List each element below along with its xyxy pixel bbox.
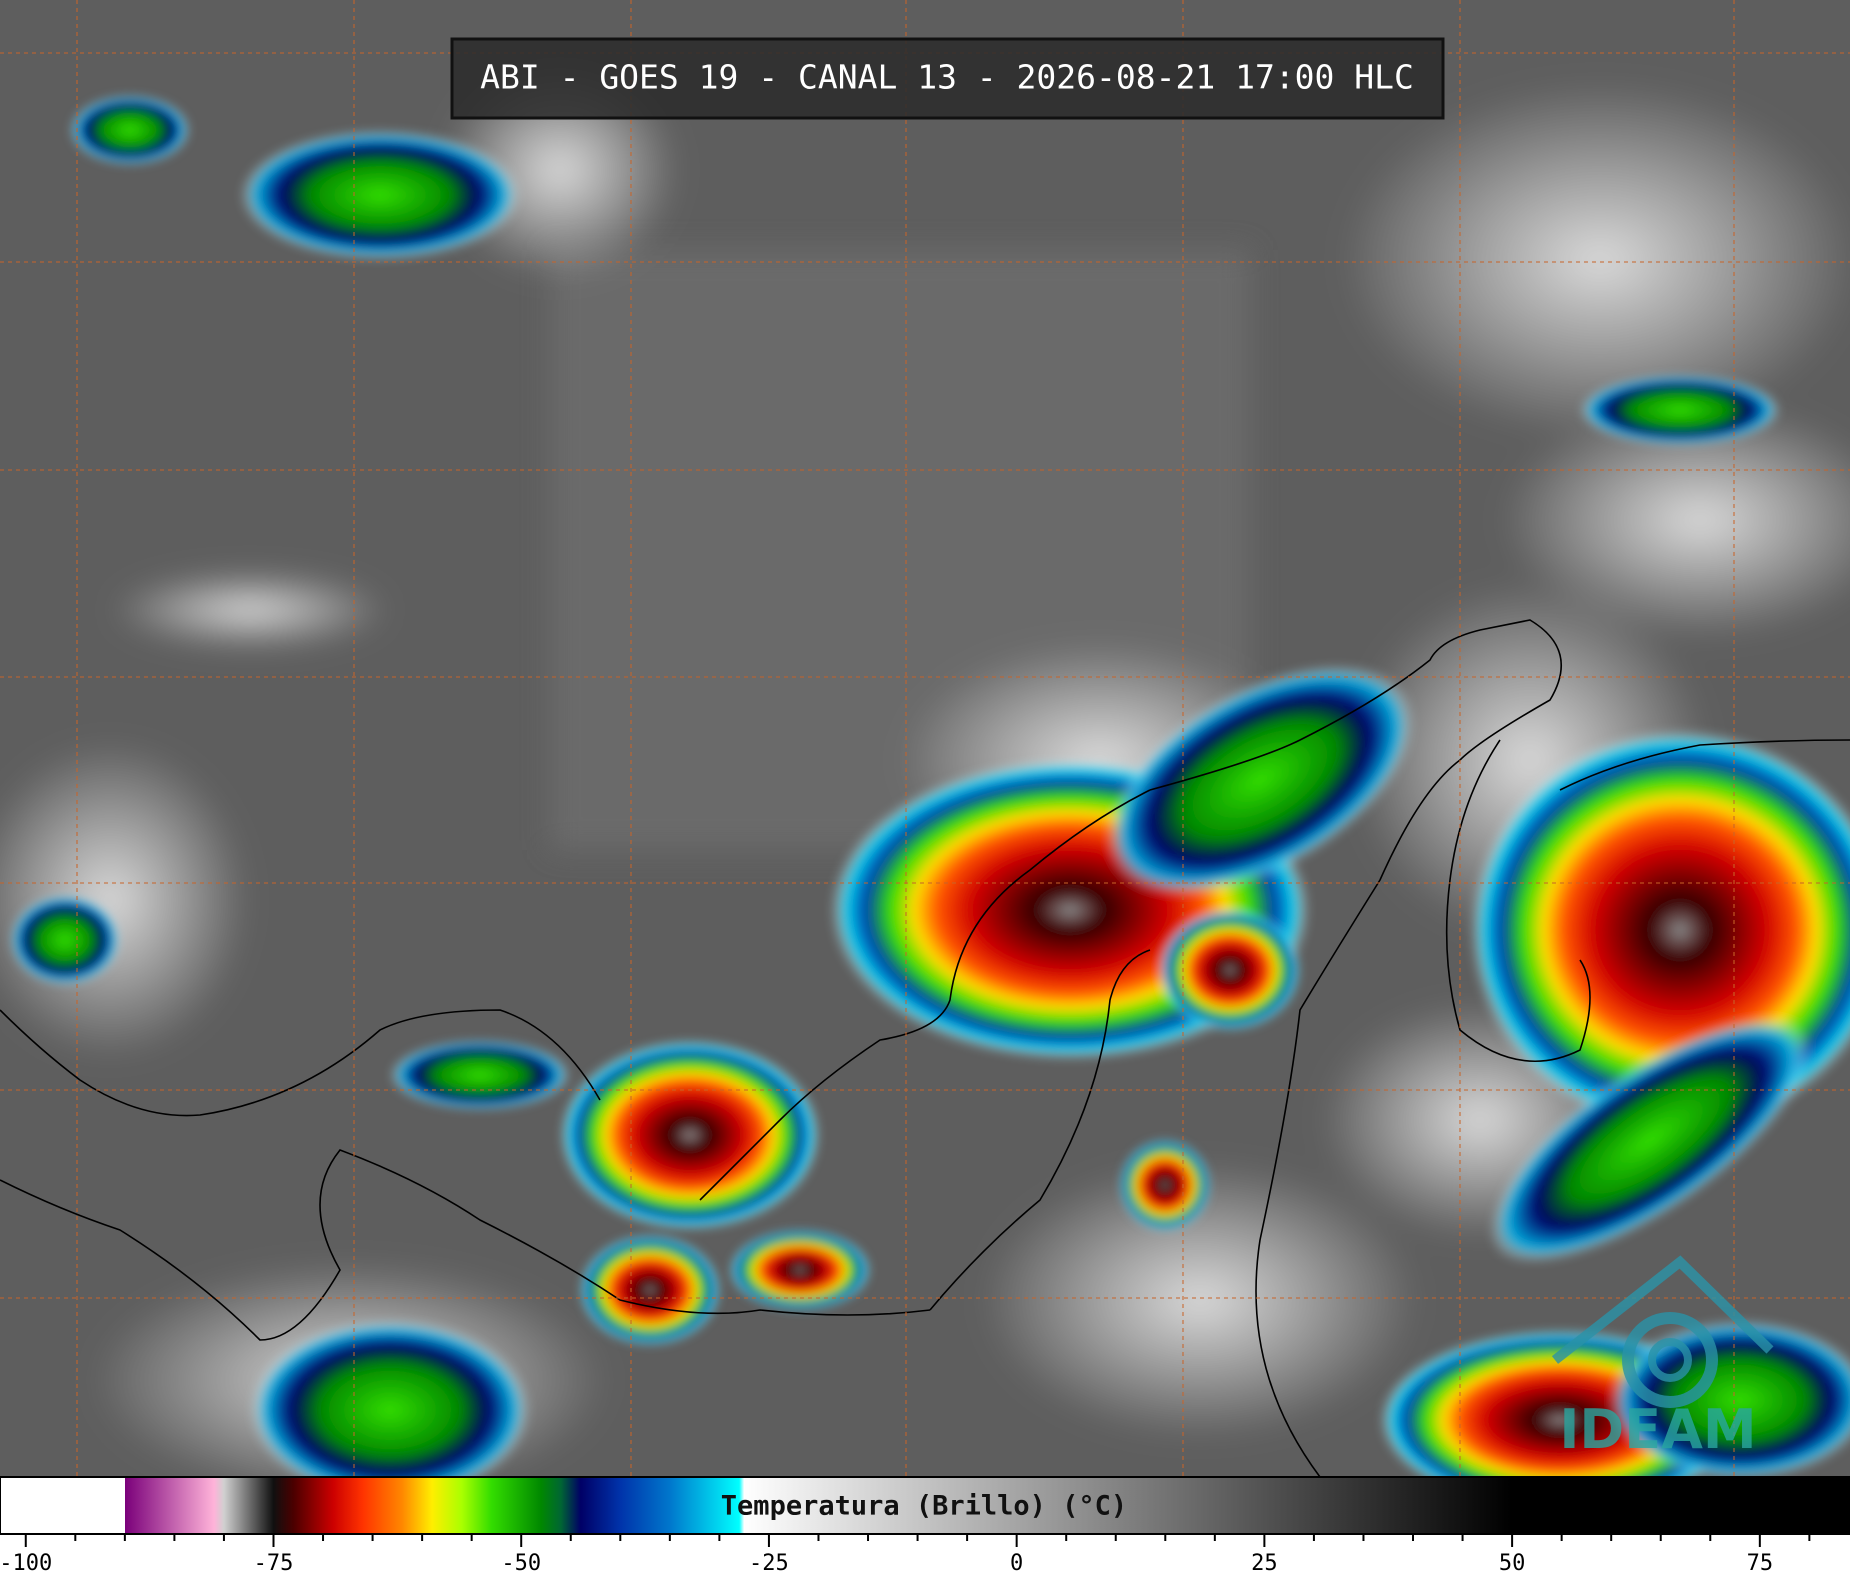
tick-label: -100 <box>0 1551 52 1576</box>
tick-label: 0 <box>1010 1551 1023 1576</box>
logo-roof <box>1551 1255 1774 1364</box>
tick-label: 75 <box>1747 1551 1774 1576</box>
tick-label: -25 <box>749 1551 789 1576</box>
title: ABI - GOES 19 - CANAL 13 - 2026-08-21 17… <box>480 58 1414 97</box>
tick-label: 50 <box>1499 1551 1526 1576</box>
logo: IDEAM <box>1551 1255 1774 1461</box>
tick-label: 25 <box>1251 1551 1278 1576</box>
logo-text: IDEAM <box>1559 1398 1756 1461</box>
title-box <box>450 37 1445 120</box>
coastlines <box>0 619 1850 1478</box>
logo-spiral <box>1648 1338 1692 1382</box>
colorbar-label: Temperatura (Brillo) (°C) <box>721 1491 1127 1522</box>
logo-spiral <box>1622 1312 1718 1408</box>
tick-label: -75 <box>254 1551 294 1576</box>
tick-label: -50 <box>501 1551 541 1576</box>
colorbar-gradient <box>0 1476 1850 1535</box>
colorbar: Temperatura (Brillo) (°C) -100 -75 -50 -25 0… <box>0 1476 1850 1576</box>
graticule <box>0 0 1850 1477</box>
storms <box>10 95 1850 1510</box>
map: IDEAM ABI - GOES 19 - CANAL 13 - 2026-08… <box>0 0 1850 1510</box>
